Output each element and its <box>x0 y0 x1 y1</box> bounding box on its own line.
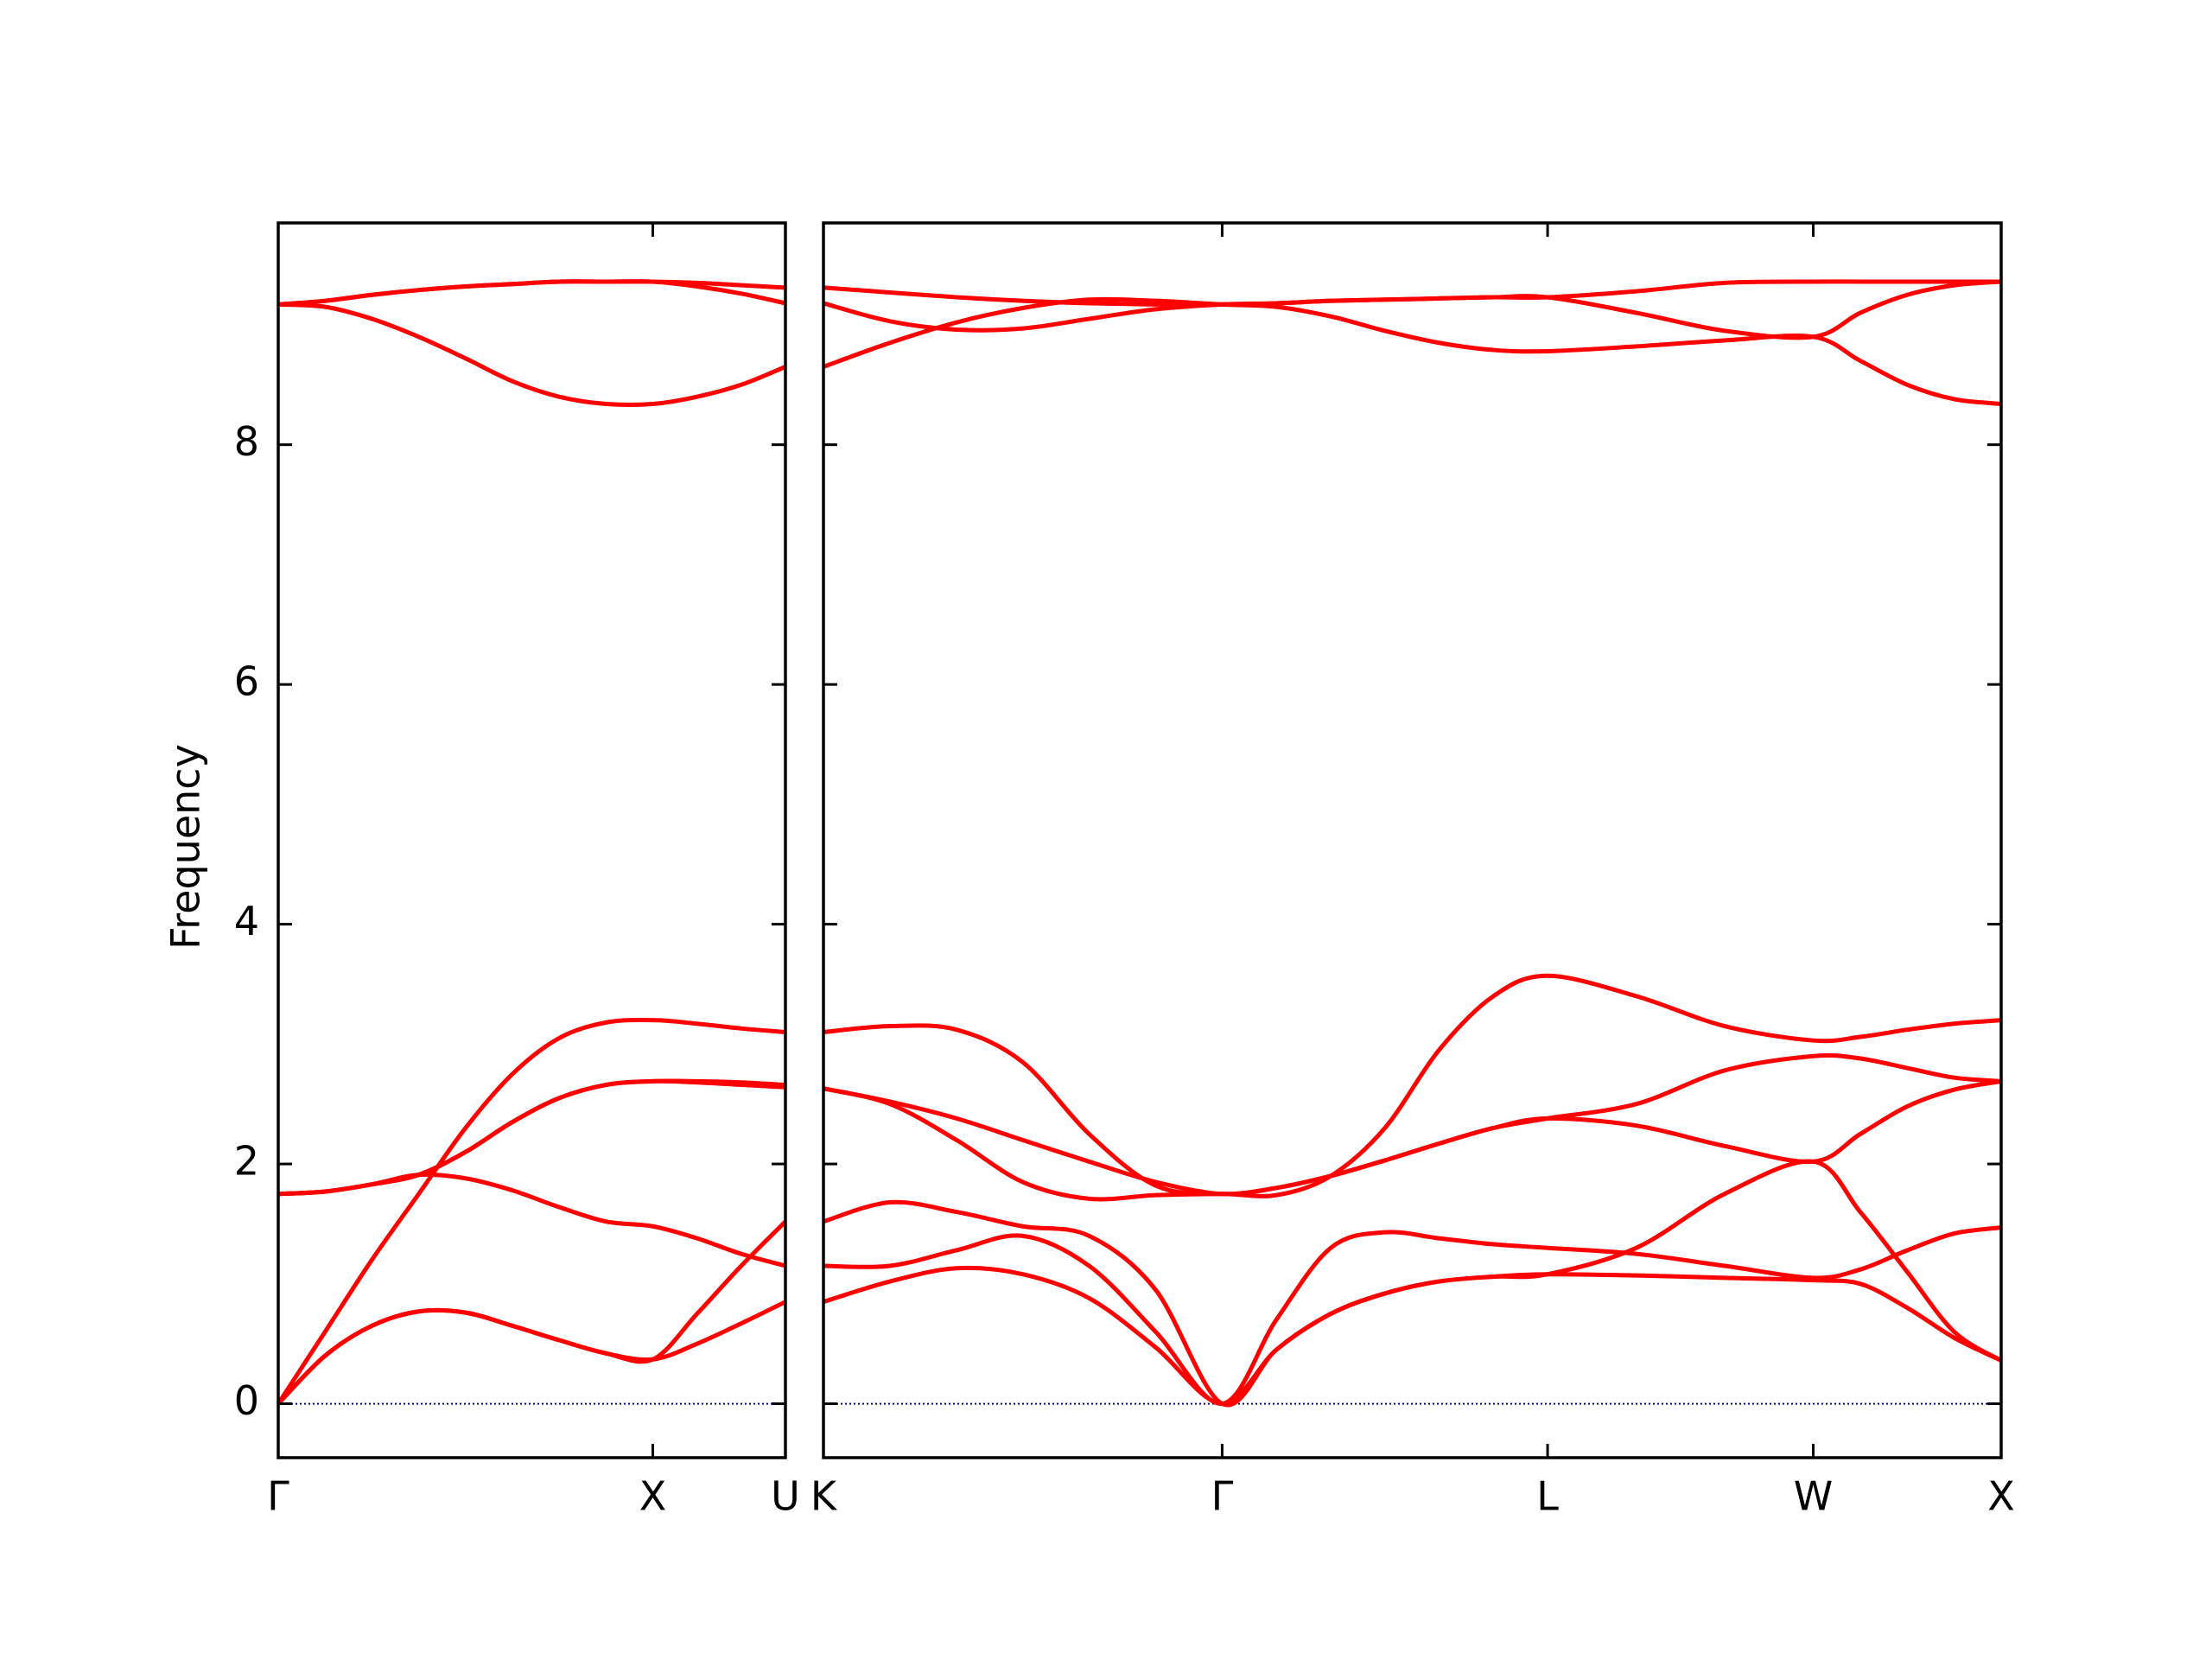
y-tick-label: 0 <box>234 1377 259 1424</box>
band-line <box>823 279 2002 340</box>
band-line <box>823 279 2001 308</box>
y-tick-label: 4 <box>234 898 259 944</box>
band-line <box>276 1017 786 1405</box>
x-tick-label: K <box>810 1473 838 1520</box>
band-line <box>276 1219 787 1406</box>
x-tick-label: X <box>1987 1473 2015 1520</box>
band-line <box>823 1052 2002 1197</box>
plot-frame <box>822 221 2003 1459</box>
band-line <box>823 1159 2003 1408</box>
band-line <box>823 1225 2002 1407</box>
band-line <box>277 1078 786 1197</box>
band-line <box>277 279 786 307</box>
y-tick-label: 2 <box>234 1138 259 1185</box>
x-tick-label: L <box>1536 1473 1559 1520</box>
y-axis-label: Frequency <box>162 744 209 950</box>
band-line <box>277 1078 786 1197</box>
x-tick-label: W <box>1794 1473 1833 1520</box>
x-tick-label: X <box>639 1473 667 1520</box>
band-line <box>823 296 2002 406</box>
plot-frame <box>276 221 787 1459</box>
x-tick-label: Γ <box>1211 1473 1234 1520</box>
band-line <box>276 1300 787 1406</box>
x-tick-label: U <box>771 1473 800 1520</box>
y-tick-label: 6 <box>234 658 259 705</box>
y-tick-label: 8 <box>234 418 259 465</box>
band-line <box>277 302 786 408</box>
x-tick-label: Γ <box>267 1473 289 1520</box>
band-line <box>823 973 2002 1202</box>
band-line <box>823 1023 2002 1197</box>
